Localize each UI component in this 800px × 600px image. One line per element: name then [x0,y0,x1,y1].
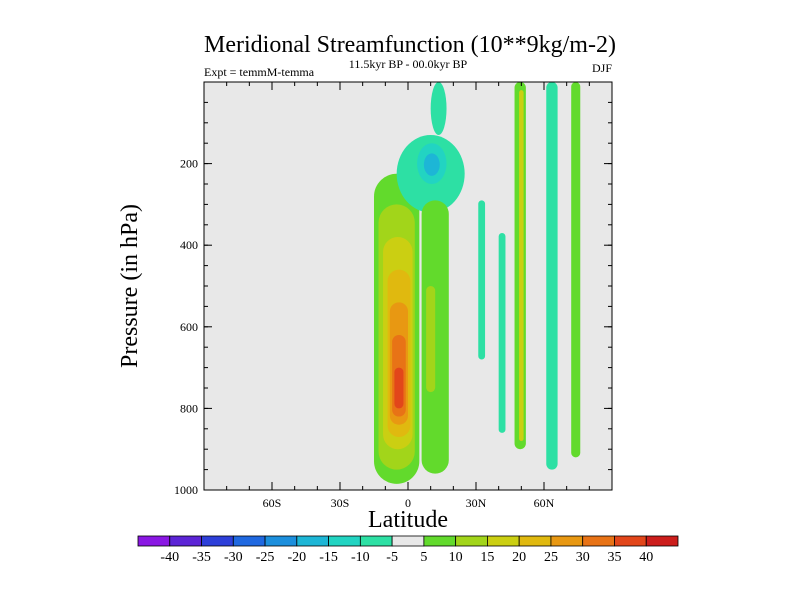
colorbar-swatch [296,535,329,547]
colorbar-label: 5 [420,550,427,565]
colorbar-swatch [645,535,679,547]
colorbar-swatch [518,535,552,547]
colorbar-label: -30 [224,550,243,565]
colorbar-label: 15 [480,550,494,565]
band-neg5-b [498,232,506,433]
colorbar-label: -40 [160,550,179,565]
southern-hemisphere-cell-35 [394,367,404,409]
northern-cell-10 [426,286,436,393]
colorbar-label: 30 [576,550,590,565]
colorbar-label: -20 [287,550,306,565]
y-axis-label: Pressure (in hPa) [117,204,143,368]
colorbar-label: 35 [607,550,621,565]
colorbar-label: 40 [639,550,653,565]
colorbar-swatch [423,535,457,547]
colorbar-swatch [455,535,488,547]
x-axis-label: Latitude [368,507,448,533]
period-label: 11.5kyr BP - 00.0kyr BP [349,57,468,71]
contour-regions [374,82,581,484]
colorbar-label: 10 [449,550,463,565]
band-neg5-a [478,200,486,360]
colorbar-swatch [391,535,425,547]
colorbar-label: -5 [386,550,398,565]
x-axis-ticks: 60S 30S 0 30N 60N [203,82,613,510]
colorbar-label: 25 [544,550,558,565]
x-tick-label: 60N [534,496,555,510]
colorbar-label: -10 [351,550,370,565]
colorbar-label: -15 [319,550,338,565]
x-tick-label: 0 [405,496,411,510]
colorbar-swatch [232,535,266,547]
experiment-label: Expt = temmM-temma [204,65,315,79]
y-tick-label: 800 [180,401,198,415]
colorbar-swatch [328,535,361,547]
y-tick-label: 1000 [174,483,198,497]
x-tick-label: 60S [263,496,282,510]
plot-area [203,81,613,491]
colorbar-swatch [614,535,647,547]
colorbar-swatch [201,535,234,547]
colorbar-swatch [264,535,298,547]
colorbar-swatch [550,535,584,547]
band-15-a [519,90,524,442]
y-tick-label: 600 [180,320,198,334]
colorbar-swatch [582,535,615,547]
colorbar: -40 -35 -30 -25 -20 -15 -10 -5 5 10 15 20 25 30 35 40 [137,535,679,565]
x-tick-label: 30N [466,496,487,510]
colorbar-label: -25 [256,550,275,565]
colorbar-swatch [359,535,393,547]
x-tick-label: 30S [331,496,350,510]
y-axis-ticks: 200 400 600 800 1000 [174,81,612,497]
colorbar-swatch [487,535,520,547]
band-5-b [571,82,581,458]
chart-title: Meridional Streamfunction (10**9kg/m-2) [204,32,616,58]
colorbar-swatch [169,535,202,547]
band-neg5-c [546,82,558,470]
y-tick-label: 400 [180,238,198,252]
tropical-upper-cell-neg15 [423,153,440,176]
colorbar-label: -35 [192,550,211,565]
colorbar-swatch [137,535,171,547]
season-label: DJF [592,61,612,75]
colorbar-label: 20 [512,550,526,565]
y-tick-label: 200 [180,157,198,171]
upper-plume-neg5 [430,82,447,136]
